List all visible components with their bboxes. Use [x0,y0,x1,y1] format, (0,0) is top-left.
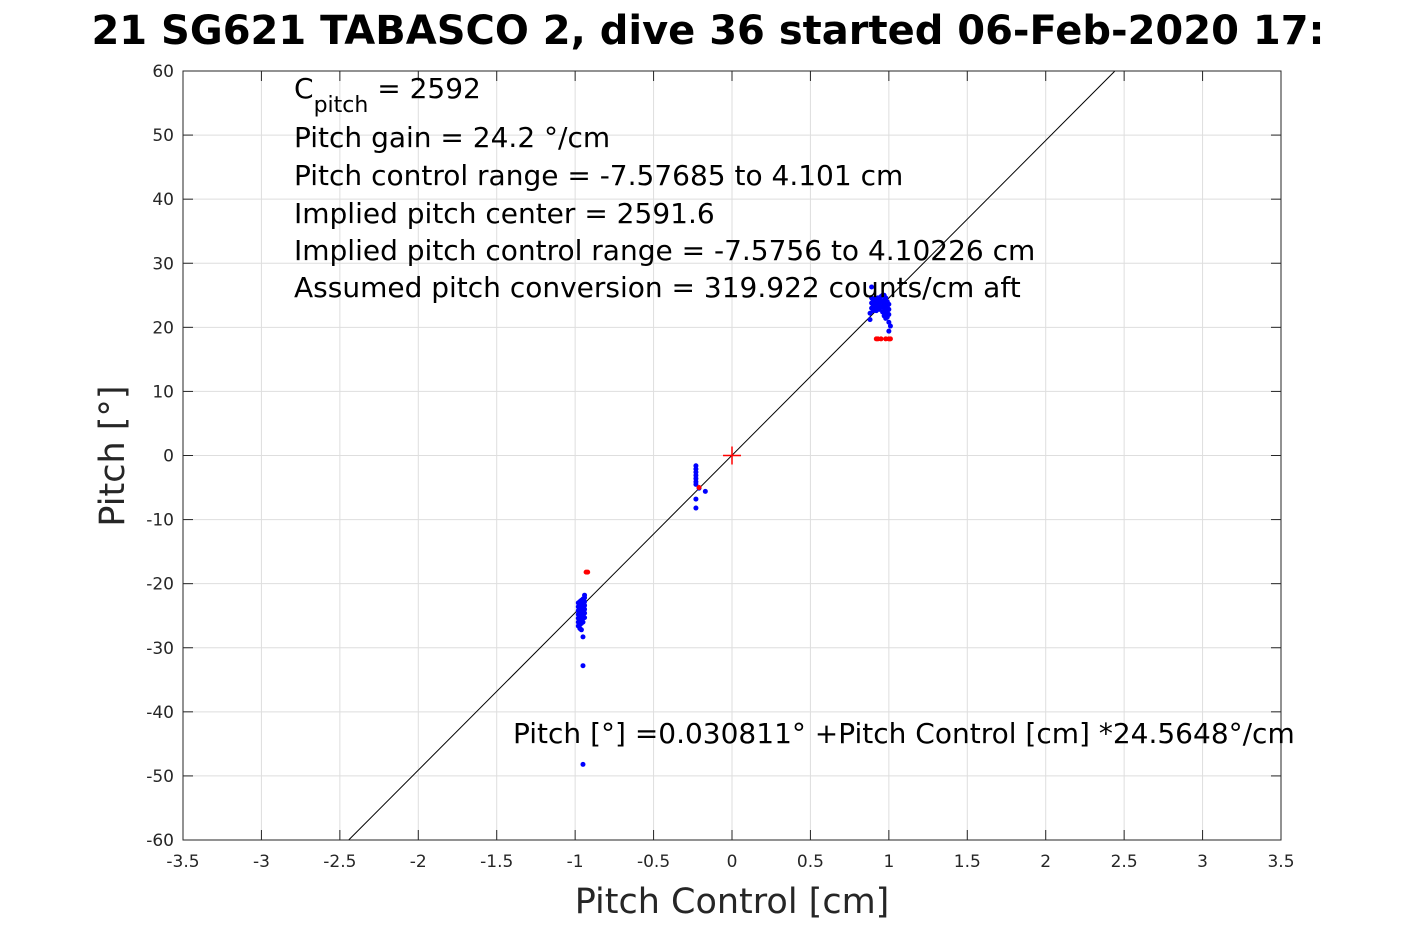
y-axis-label: Pitch [°] [93,385,133,526]
annotation-pitch-control-range: Pitch control range = -7.57685 to 4.101 … [294,159,903,192]
axis-ticks [182,70,1282,841]
x-tick-label: 0 [727,852,738,872]
x-tick-label: -1 [567,852,584,872]
excluded-data-point [887,336,893,342]
y-tick-label: -10 [146,511,174,531]
used-data-point [580,619,586,625]
y-tick-label: -20 [146,575,174,595]
y-tick-label: 10 [152,382,174,402]
y-tick-label: -40 [146,703,174,723]
annotation-implied-control-range: Implied pitch control range = -7.5756 to… [294,234,1035,267]
used-data-point [582,599,588,605]
y-tick-label: -60 [146,831,174,851]
data-points [575,284,893,767]
x-tick-label: -2.5 [323,852,356,872]
annotation-cpitch: Cpitch = 2592 [294,72,481,118]
used-data-point [883,295,889,301]
x-tick-label: 2 [1040,852,1051,872]
used-data-point [580,634,586,640]
x-tick-label: 3.5 [1267,852,1294,872]
used-data-point [580,761,586,767]
fit-equation-label: Pitch [°] =0.030811° +Pitch Control [cm]… [513,717,1295,750]
x-tick-label: 3 [1197,852,1208,872]
x-tick-label: -2 [410,852,427,872]
x-tick-label: -0.5 [637,852,670,872]
cpitch-value: = 2592 [368,72,481,105]
y-tick-label: 20 [152,318,174,338]
chart-title: 21 SG621 TABASCO 2, dive 36 started 06-F… [91,8,1324,54]
excluded-data-point [878,336,884,342]
x-tick-label: 2.5 [1111,852,1138,872]
used-data-point [886,312,892,318]
used-data-point [582,602,588,608]
used-data-point [582,592,588,598]
y-tick-label: -30 [146,639,174,659]
used-data-point [582,606,588,612]
y-tick-label: 0 [163,447,174,467]
used-data-point [886,306,892,312]
y-tick-label: 30 [152,254,174,274]
y-tick-labels: -60 -50 -40 -30 -20 -10 0 10 20 30 40 50 60 [146,62,174,851]
x-tick-labels: -3.5 -3 -2.5 -2 -1.5 -1 -0.5 0 0.5 1 1.5 2 2.5 3 3.5 [166,852,1294,872]
pitch-center-marker [723,446,741,465]
x-tick-label: -1.5 [480,852,513,872]
x-tick-label: 0.5 [797,852,824,872]
y-tick-label: 40 [152,190,174,210]
annotation-pitch-gain: Pitch gain = 24.2 °/cm [294,121,610,154]
excluded-data-point [585,569,591,575]
used-data-point [887,323,893,329]
y-tick-label: -50 [146,767,174,787]
used-data-point [702,488,708,494]
cpitch-symbol: C [294,72,314,105]
x-tick-label: -3.5 [166,852,199,872]
excluded-data-point [696,485,702,491]
used-data-point [886,301,892,307]
y-tick-label: 50 [152,126,174,146]
used-data-point [582,615,588,621]
used-data-point [693,496,699,502]
x-tick-label: -3 [253,852,270,872]
used-data-point [578,627,584,633]
used-data-point [886,319,892,325]
annotation-pitch-conversion: Assumed pitch conversion = 319.922 count… [294,271,1021,304]
x-tick-label: 1 [883,852,894,872]
used-data-point [582,610,588,616]
used-data-point [869,284,875,290]
annotation-implied-pitch-center: Implied pitch center = 2591.6 [294,197,715,230]
x-tick-label: 1.5 [954,852,981,872]
used-data-point [886,328,892,334]
x-axis-label: Pitch Control [cm] [575,882,890,922]
y-tick-label: 60 [152,62,174,82]
used-data-point [867,317,873,323]
used-data-point [693,481,699,487]
used-data-point [693,505,699,511]
used-data-point [580,663,586,669]
cpitch-subscript: pitch [314,93,369,118]
